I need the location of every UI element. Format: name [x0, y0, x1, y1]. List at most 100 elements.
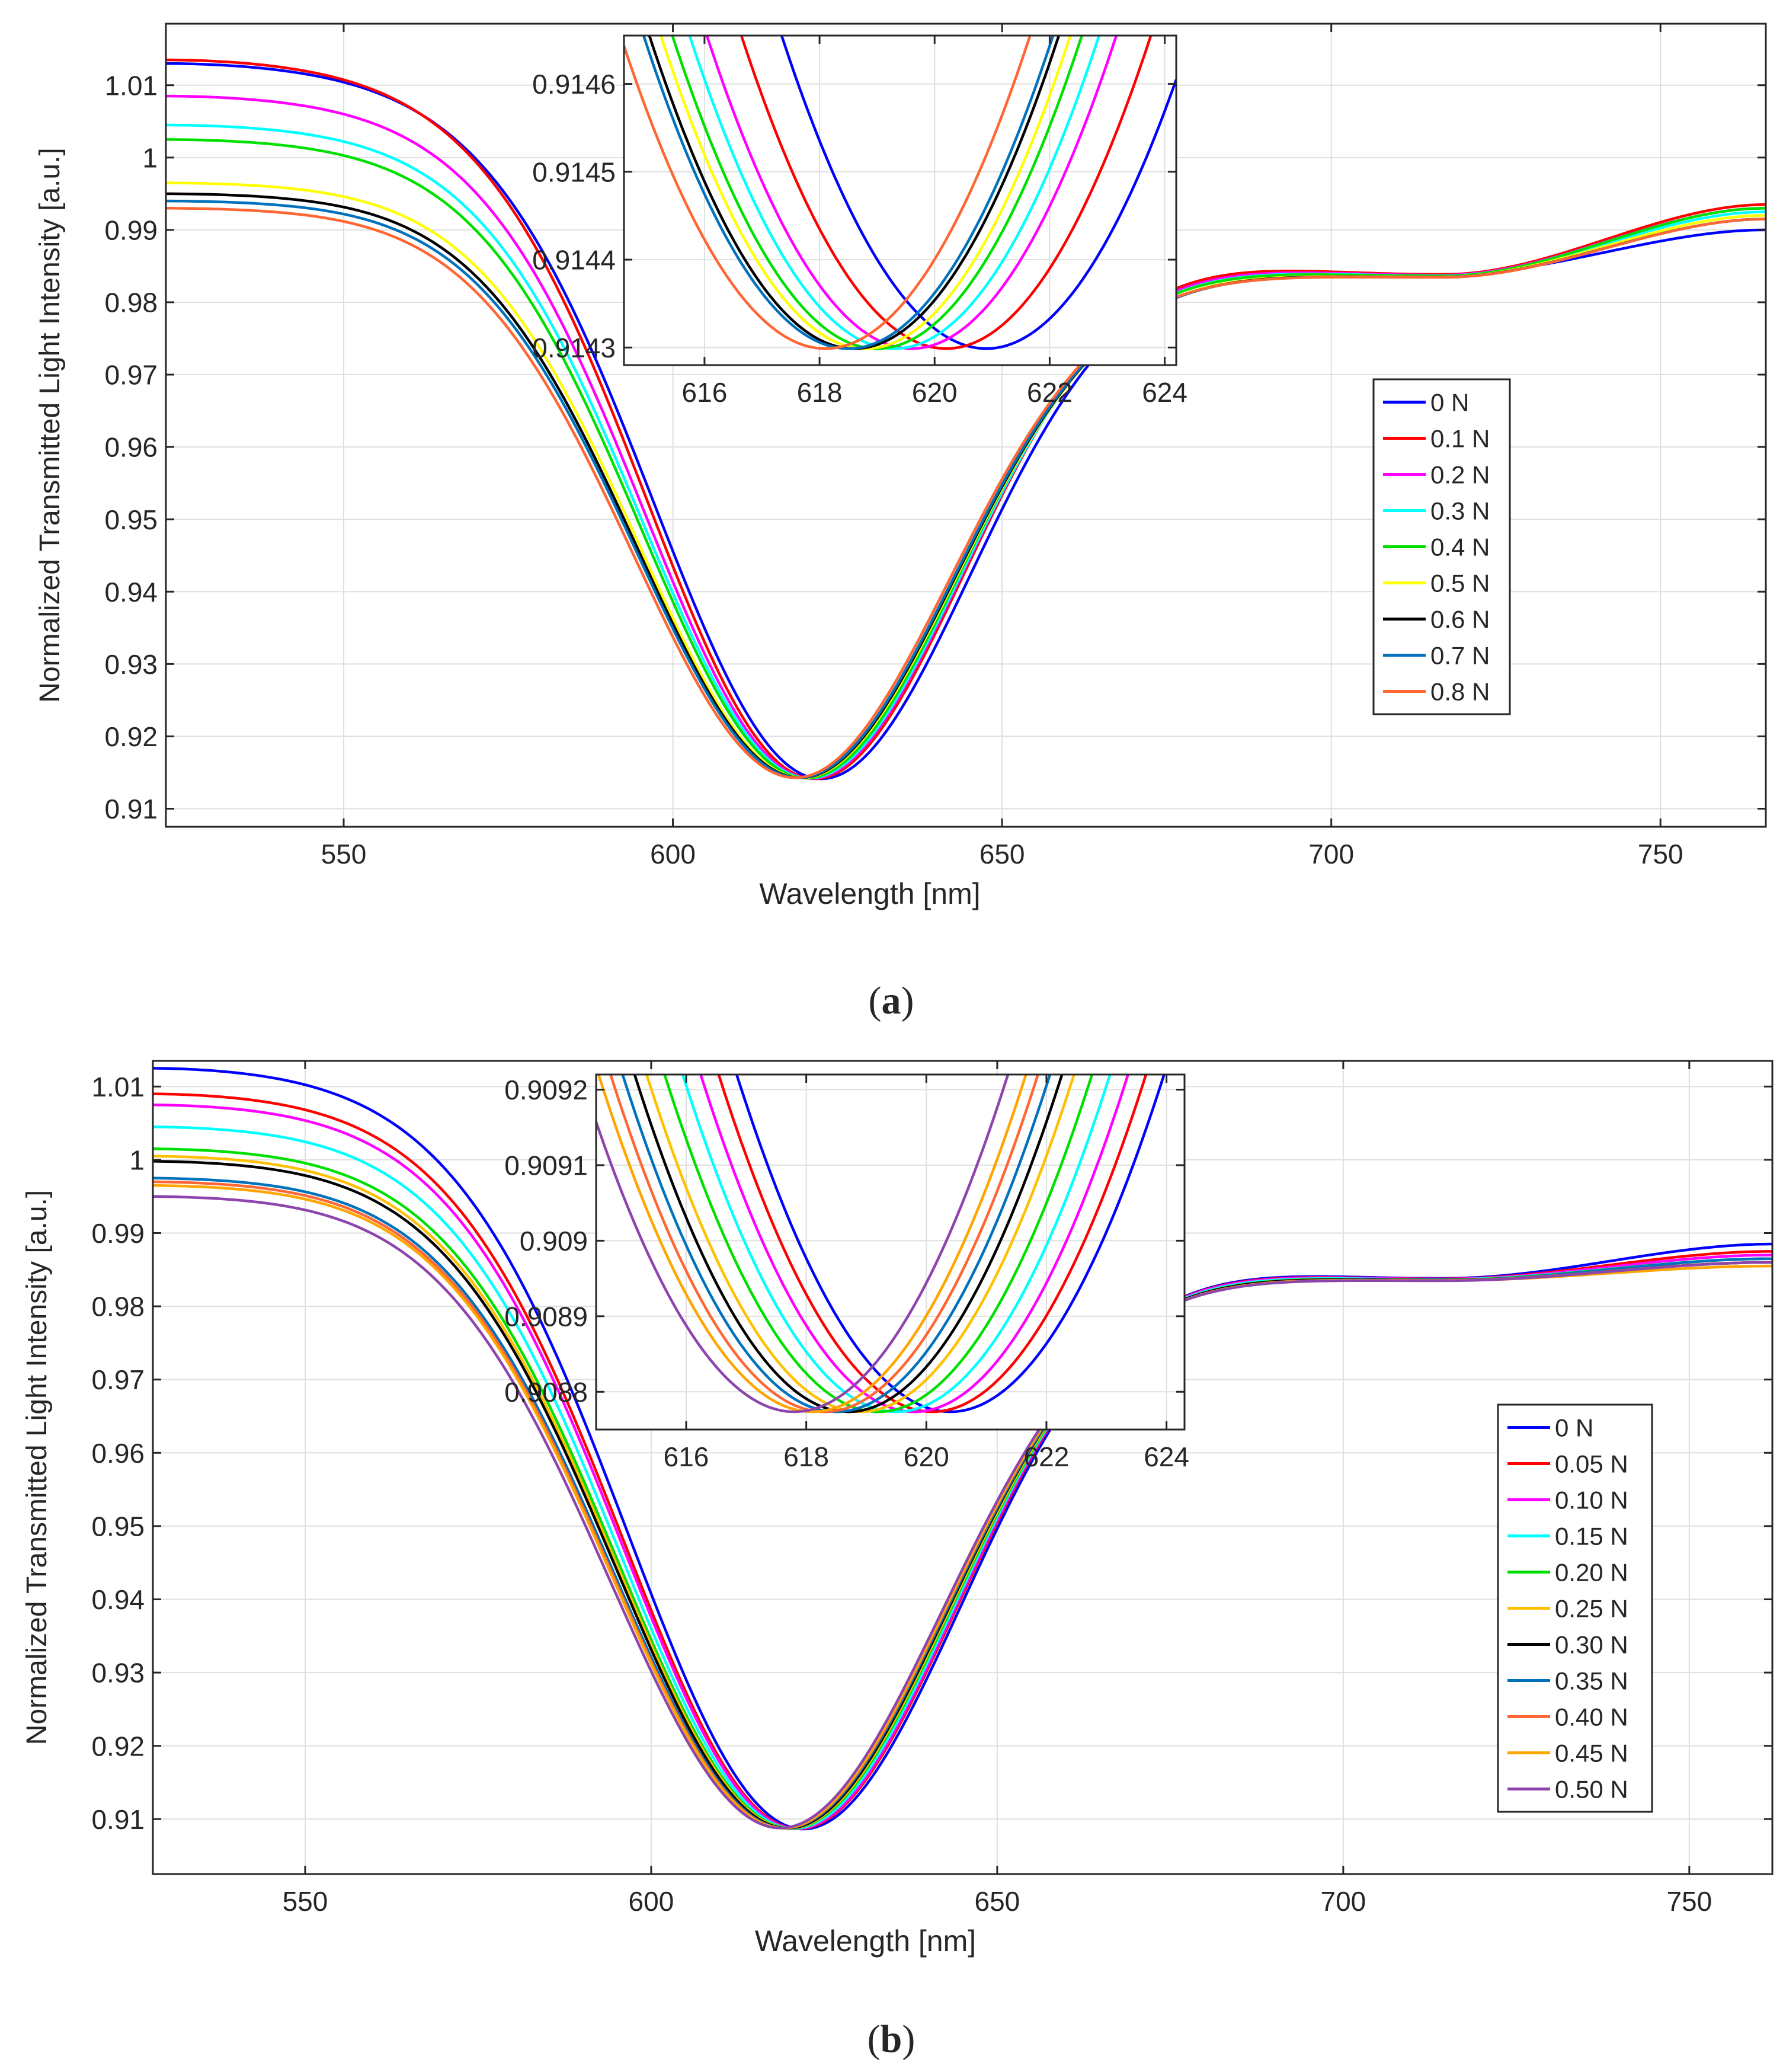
a-legend-label: 0.1 N: [1430, 425, 1490, 453]
b-inset-y-tick-label: 0.909: [520, 1226, 588, 1256]
b-inset-x-tick-label: 620: [904, 1441, 949, 1472]
b-inset-x-tick-label: 618: [783, 1441, 829, 1472]
b-main-y-tick-label: 0.98: [91, 1291, 145, 1322]
a-legend-label: 0.6 N: [1430, 606, 1490, 634]
a-legend-label: 0.3 N: [1430, 497, 1490, 525]
panel-b-caption: (b): [868, 2017, 915, 2061]
a-main-x-tick-label: 600: [650, 839, 696, 869]
a-inset-series-line: [780, 36, 1176, 350]
a-inset-series-line: [648, 36, 1061, 350]
a-main-y-tick-label: 0.94: [104, 577, 158, 607]
b-inset-series-line: [609, 1075, 1039, 1414]
a-legend-label: 0.2 N: [1430, 461, 1490, 489]
b-legend-label: 0.05 N: [1555, 1450, 1628, 1478]
b-main-y-tick-label: 1: [129, 1144, 145, 1175]
a-main-y-tick-label: 1.01: [104, 70, 158, 101]
a-inset-x-tick-label: 624: [1142, 377, 1187, 408]
b-main-y-tick-label: 0.99: [91, 1218, 145, 1249]
b-main-y-tick-label: 1.01: [91, 1072, 145, 1102]
b-legend-label: 0.45 N: [1555, 1740, 1628, 1767]
b-inset-series-line: [735, 1075, 1166, 1414]
b-main-y-tick-label: 0.92: [91, 1731, 145, 1761]
a-inset-series-line: [688, 36, 1101, 350]
a-inset-series-line: [642, 36, 1055, 350]
a-main-y-tick-label: 1: [142, 142, 158, 173]
b-inset-x-tick-label: 622: [1024, 1441, 1070, 1472]
b-inset-y-tick-label: 0.9088: [504, 1377, 588, 1408]
b-inset-series-line: [633, 1075, 1064, 1414]
a-main-y-tick-label: 0.95: [104, 504, 158, 535]
a-main-series-line: [166, 207, 1766, 779]
a-inset-x-tick-label: 622: [1027, 377, 1073, 408]
b-main-x-axis-label: Wavelength [nm]: [755, 1924, 976, 1958]
a-main-y-tick-label: 0.99: [104, 215, 158, 245]
a-legend-label: 0.5 N: [1430, 570, 1490, 597]
panel-a-caption: (a): [869, 979, 914, 1022]
b-main-y-axis-label: Normalized Transmitted Light Intensity […: [21, 1190, 53, 1745]
b-main-x-tick-label: 600: [629, 1886, 674, 1917]
b-main-x-tick-label: 650: [975, 1886, 1020, 1917]
b-main-series-line: [153, 1195, 1772, 1830]
a-inset-y-tick-label: 0.9145: [532, 156, 616, 187]
b-inset-plot-area: [596, 1075, 1185, 1430]
a-main-y-tick-label: 0.93: [104, 649, 158, 680]
b-inset-y-tick-label: 0.9091: [504, 1150, 588, 1181]
a-inset-x-tick-label: 618: [797, 377, 843, 408]
b-legend-label: 0.50 N: [1555, 1776, 1628, 1804]
a-inset-y-tick-label: 0.9146: [532, 69, 616, 100]
b-legend-label: 0.15 N: [1555, 1523, 1628, 1550]
a-main-y-tick-label: 0.96: [104, 432, 158, 463]
b-main-y-tick-label: 0.94: [91, 1584, 145, 1615]
b-main-x-tick-label: 700: [1320, 1886, 1366, 1917]
b-legend-label: 0.40 N: [1555, 1703, 1628, 1731]
a-inset-y-tick-label: 0.9143: [532, 332, 616, 363]
a-legend-label: 0 N: [1430, 389, 1469, 417]
a-inset-x-tick-label: 616: [682, 377, 728, 408]
b-inset-series-line: [596, 1075, 1010, 1414]
a-legend-label: 0.4 N: [1430, 533, 1490, 561]
a-inset-plot-area: [624, 36, 1176, 365]
b-main-y-tick-label: 0.93: [91, 1658, 145, 1689]
b-main-x-tick-label: 750: [1666, 1886, 1712, 1917]
a-main-x-axis-label: Wavelength [nm]: [759, 877, 980, 910]
b-main-series-group: [153, 1067, 1772, 1831]
b-inset-x-tick-label: 616: [664, 1441, 709, 1472]
a-legend-box: [1372, 378, 1511, 715]
b-inset-frame: [595, 1073, 1186, 1431]
b-legend-label: 0.25 N: [1555, 1595, 1628, 1623]
a-inset-series-line: [659, 36, 1072, 350]
b-inset-series-group: [596, 1075, 1166, 1414]
a-main-x-tick-label: 650: [979, 839, 1025, 869]
a-main-y-tick-label: 0.98: [104, 287, 158, 318]
b-inset-x-tick-label: 624: [1144, 1441, 1189, 1472]
panel-b: 550 600 650 700 750 0.91 0.92 0.93 0.94 0.95 0.96 0…: [21, 1060, 1774, 1958]
panel-a: 550 600 650 700 750 0.91 0.92 0.93 0.94 0.95 0.96 0…: [34, 23, 1767, 910]
b-legend-label: 0 N: [1555, 1414, 1593, 1442]
a-inset-x-tick-label: 620: [912, 377, 958, 408]
b-legend-label: 0.35 N: [1555, 1667, 1628, 1695]
a-main-y-tick-label: 0.91: [104, 794, 158, 824]
a-main-y-tick-label: 0.97: [104, 360, 158, 391]
a-legend-label: 0.8 N: [1430, 678, 1490, 706]
a-main-x-tick-label: 550: [321, 839, 367, 869]
b-main-y-tick-label: 0.95: [91, 1511, 145, 1542]
a-main-series-group: [166, 58, 1766, 781]
b-inset-series-line: [645, 1075, 1075, 1414]
a-inset-series-group: [624, 36, 1176, 350]
a-inset-series-line: [671, 36, 1084, 350]
a-main-y-tick-label: 0.92: [104, 721, 158, 752]
b-legend-label: 0.30 N: [1555, 1631, 1628, 1659]
a-main-y-axis-label: Normalized Transmitted Light Intensity […: [34, 148, 66, 702]
b-main-x-tick-label: 550: [283, 1886, 328, 1917]
b-main-frame: [152, 1060, 1774, 1875]
b-inset-series-line: [663, 1075, 1094, 1414]
b-inset-series-line: [699, 1075, 1130, 1414]
b-legend-label: 0.20 N: [1555, 1559, 1628, 1587]
b-main-y-tick-label: 0.97: [91, 1364, 145, 1395]
b-inset-series-line: [597, 1075, 1027, 1414]
a-main-frame: [165, 23, 1767, 828]
a-main-x-tick-label: 700: [1308, 839, 1354, 869]
a-main-x-tick-label: 750: [1638, 839, 1683, 869]
